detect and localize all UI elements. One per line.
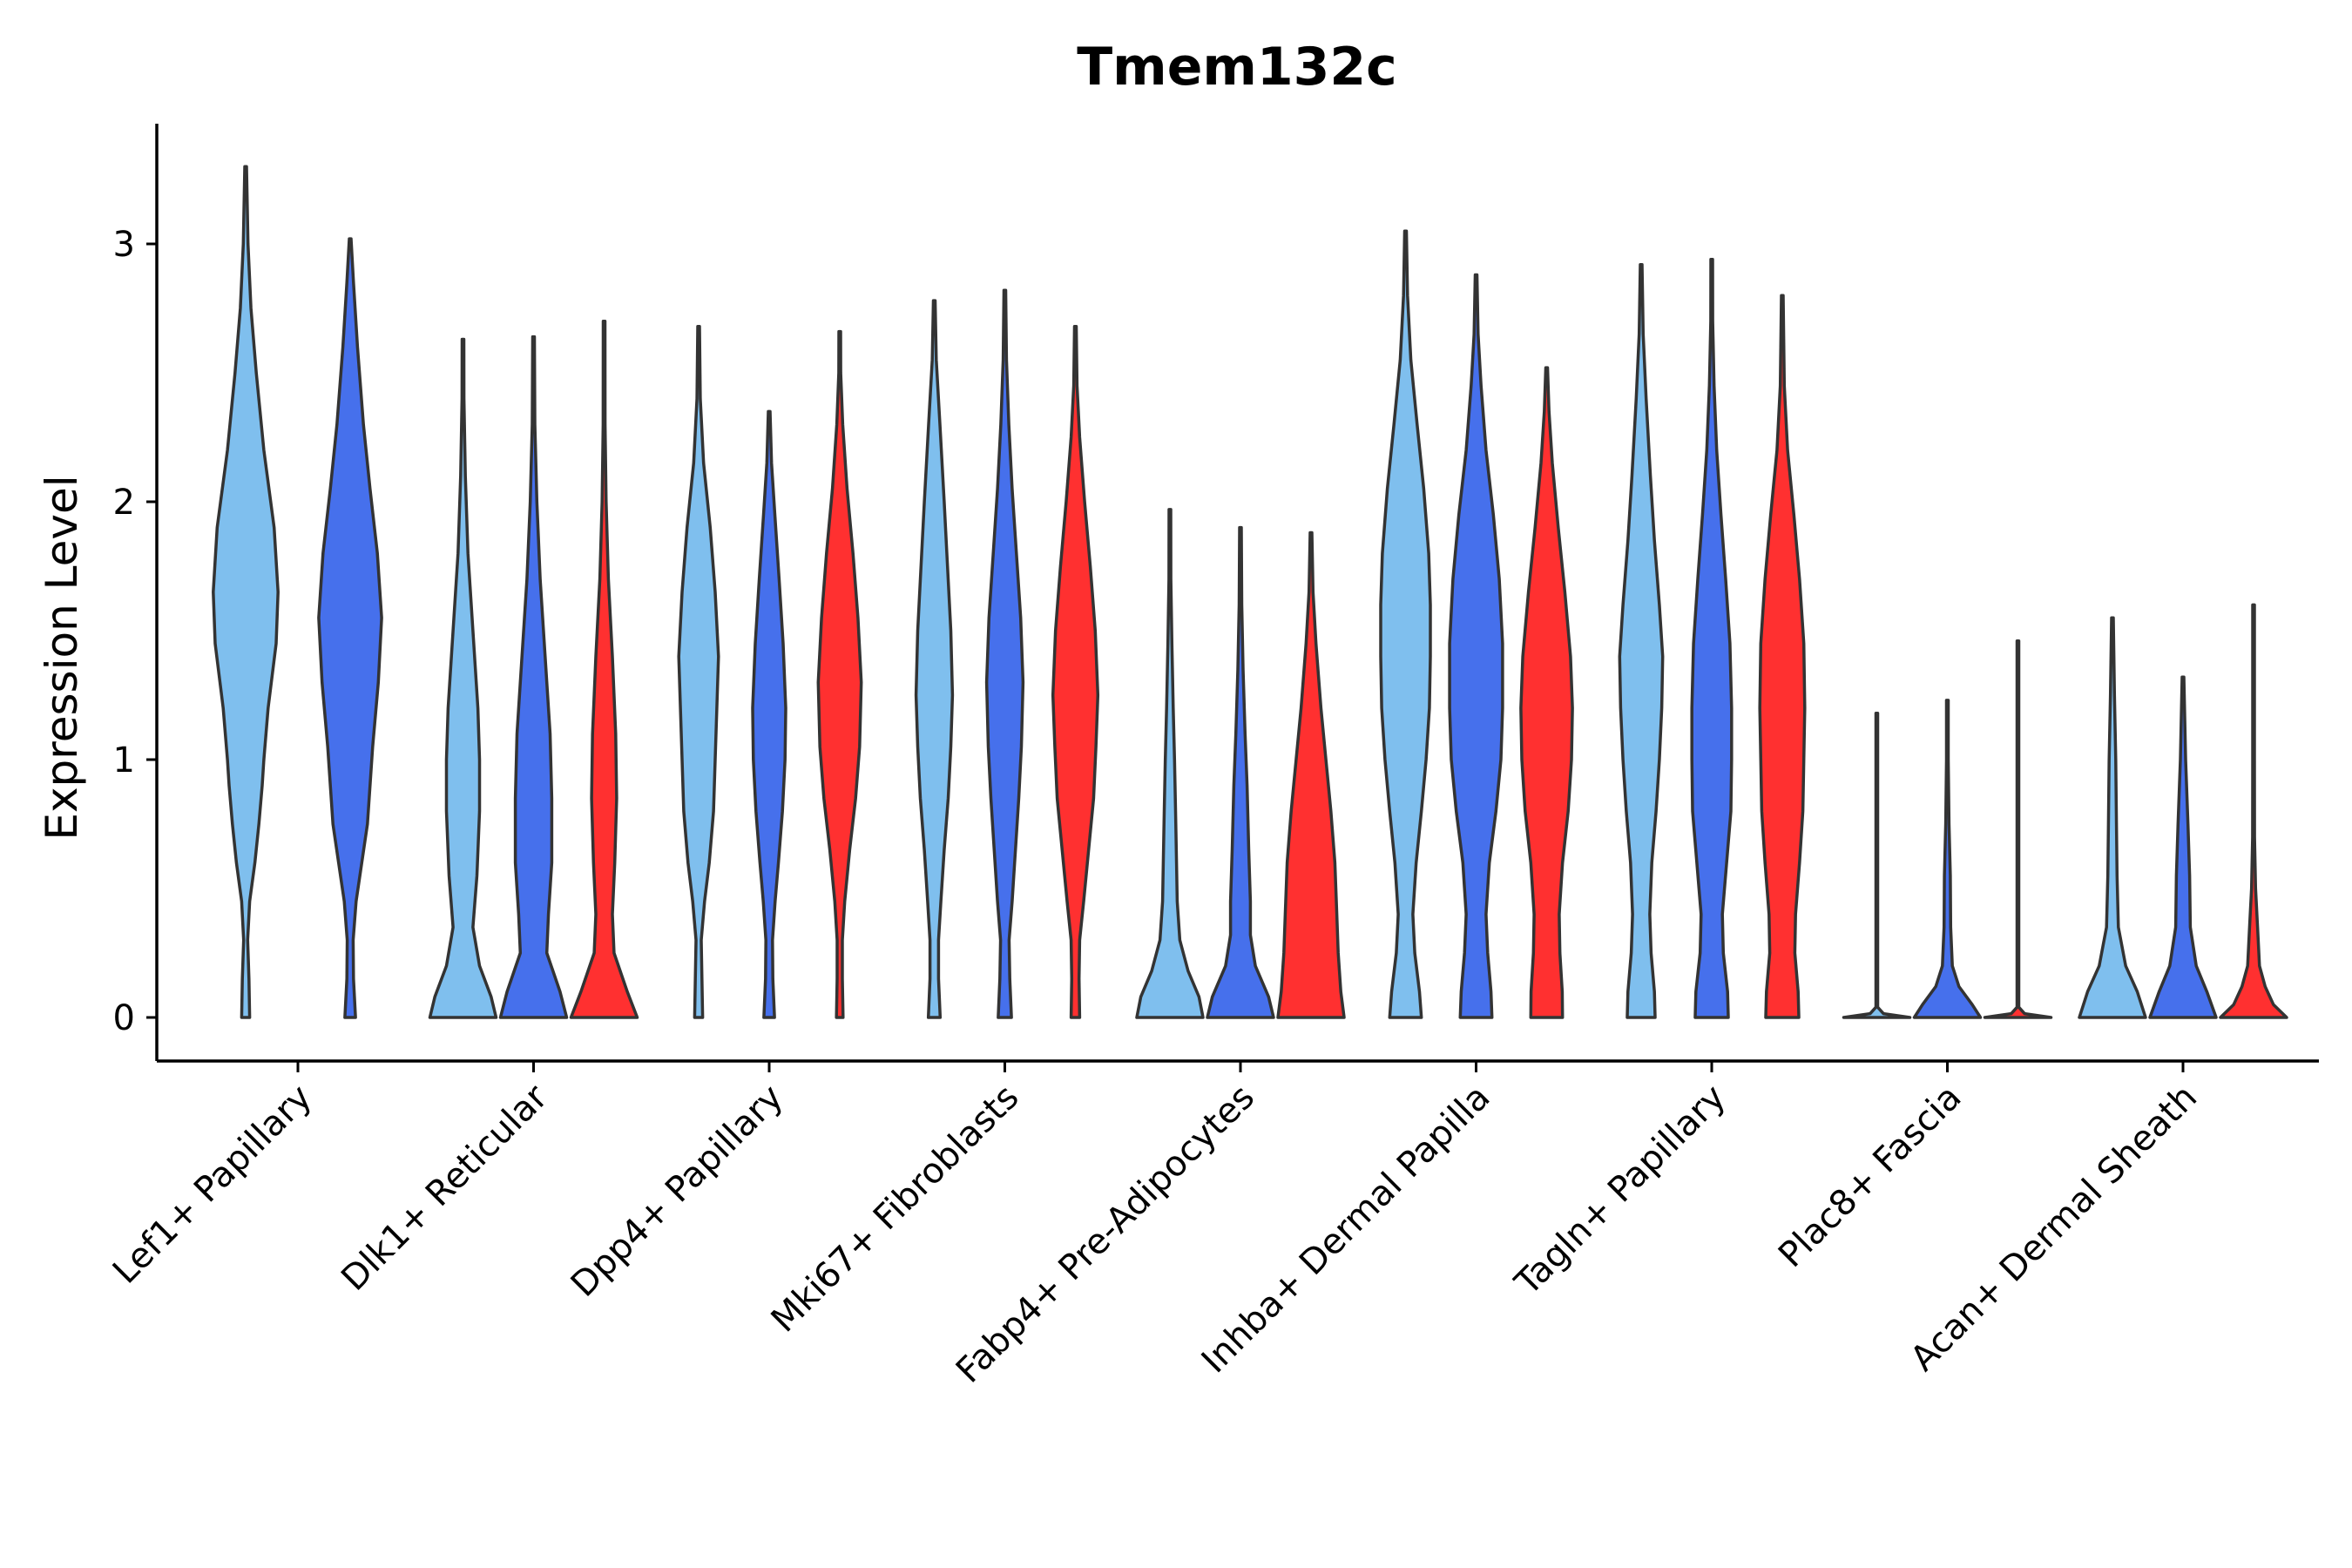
violins-layer — [212, 165, 2288, 1019]
y-tick-label-1: 1 — [113, 740, 135, 781]
violin-4-0 — [1135, 508, 1205, 1019]
violin-1-1 — [498, 335, 569, 1019]
violin-5-0 — [1379, 229, 1432, 1019]
violin-7-2 — [1983, 639, 2053, 1019]
x-tick-label-6: Tagln+ Papillary — [1507, 1078, 1734, 1304]
violin-6-2 — [1758, 294, 1807, 1019]
violin-6-0 — [1618, 262, 1665, 1019]
chart-title: Tmem132c — [1077, 37, 1396, 98]
violin-1-0 — [428, 337, 498, 1019]
x-tick-label-2: Dpp4+ Papillary — [564, 1078, 791, 1305]
violin-0-1 — [317, 237, 383, 1019]
x-tick-label-7: Plac8+ Fascia — [1771, 1078, 1970, 1276]
violin-2-0 — [677, 324, 720, 1019]
y-tick-label-2: 2 — [113, 483, 135, 523]
violin-3-1 — [984, 288, 1025, 1019]
violin-7-1 — [1912, 699, 1983, 1019]
violin-8-0 — [2078, 616, 2147, 1019]
violin-8-1 — [2148, 675, 2218, 1019]
y-tick-label-0: 0 — [113, 998, 135, 1038]
violin-5-1 — [1448, 273, 1504, 1019]
violin-2-1 — [751, 409, 787, 1019]
violin-1-2 — [569, 320, 639, 1019]
violin-7-0 — [1842, 711, 1912, 1019]
violin-6-1 — [1690, 258, 1734, 1019]
x-tick-label-0: Lef1+ Papillary — [105, 1078, 320, 1292]
violin-0-0 — [212, 165, 280, 1019]
x-tick-label-3: Mki67+ Fibroblasts — [764, 1078, 1027, 1341]
violin-4-1 — [1206, 525, 1275, 1019]
y-ticks: 0 1 2 3 — [113, 225, 157, 1038]
violin-8-2 — [2219, 603, 2288, 1019]
violin-3-2 — [1051, 324, 1100, 1019]
y-axis-label: Expression Level — [37, 475, 87, 840]
violin-5-2 — [1519, 366, 1574, 1019]
violin-2-2 — [816, 329, 863, 1019]
violin-3-0 — [914, 299, 955, 1019]
x-ticks: Lef1+ Papillary Dlk1+ Reticular Dpp4+ Papi… — [105, 1061, 2205, 1391]
x-tick-label-1: Dlk1+ Reticular — [334, 1077, 556, 1299]
y-tick-label-3: 3 — [113, 225, 135, 265]
violin-4-2 — [1276, 531, 1346, 1019]
